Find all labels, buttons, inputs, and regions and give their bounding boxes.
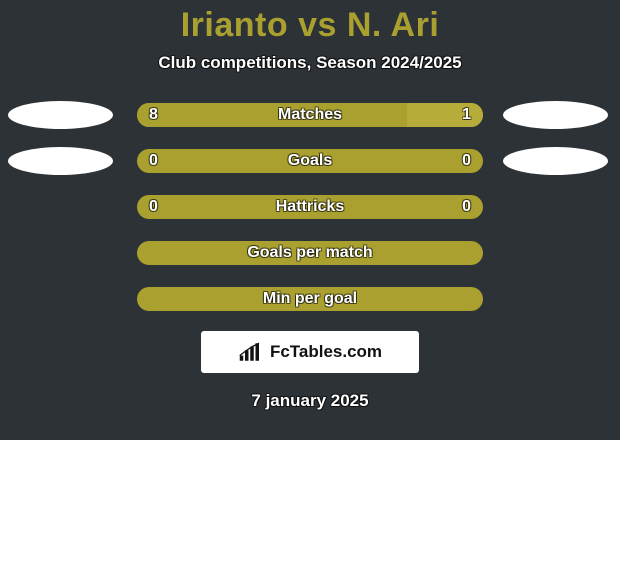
bar-left-segment bbox=[137, 241, 483, 265]
stat-row: Hattricks00 bbox=[0, 195, 620, 219]
vs-word: vs bbox=[298, 6, 337, 44]
stat-row: Min per goal bbox=[0, 287, 620, 311]
stat-bar: Goals per match bbox=[137, 241, 483, 265]
date: 7 january 2025 bbox=[0, 391, 620, 411]
stat-value-left: 0 bbox=[149, 198, 158, 216]
logo-text: FcTables.com bbox=[270, 342, 382, 362]
stat-row: Matches81 bbox=[0, 103, 620, 127]
stat-value-right: 1 bbox=[462, 106, 471, 124]
bar-left-segment bbox=[137, 103, 407, 127]
stat-bar: Hattricks00 bbox=[137, 195, 483, 219]
comparison-card: Irianto vs N. Ari Club competitions, Sea… bbox=[0, 0, 620, 440]
bar-right-segment bbox=[407, 103, 483, 127]
subtitle: Club competitions, Season 2024/2025 bbox=[0, 53, 620, 73]
player1-photo-placeholder bbox=[8, 147, 113, 175]
stat-value-right: 0 bbox=[462, 198, 471, 216]
stat-value-left: 0 bbox=[149, 152, 158, 170]
stat-bar: Min per goal bbox=[137, 287, 483, 311]
bar-left-segment bbox=[137, 195, 483, 219]
bars-icon bbox=[238, 341, 266, 363]
stat-bar: Goals00 bbox=[137, 149, 483, 173]
player2-name: N. Ari bbox=[347, 6, 439, 44]
page-title: Irianto vs N. Ari bbox=[0, 0, 620, 45]
stat-value-left: 8 bbox=[149, 106, 158, 124]
stat-row: Goals00 bbox=[0, 149, 620, 173]
player2-photo-placeholder bbox=[503, 147, 608, 175]
stat-row: Goals per match bbox=[0, 241, 620, 265]
player2-photo-placeholder bbox=[503, 101, 608, 129]
stat-bar: Matches81 bbox=[137, 103, 483, 127]
player1-name: Irianto bbox=[181, 6, 288, 44]
bar-left-segment bbox=[137, 287, 483, 311]
logo-box: FcTables.com bbox=[201, 331, 419, 373]
bar-left-segment bbox=[137, 149, 483, 173]
player1-photo-placeholder bbox=[8, 101, 113, 129]
stat-rows: Matches81Goals00Hattricks00Goals per mat… bbox=[0, 103, 620, 311]
stat-value-right: 0 bbox=[462, 152, 471, 170]
